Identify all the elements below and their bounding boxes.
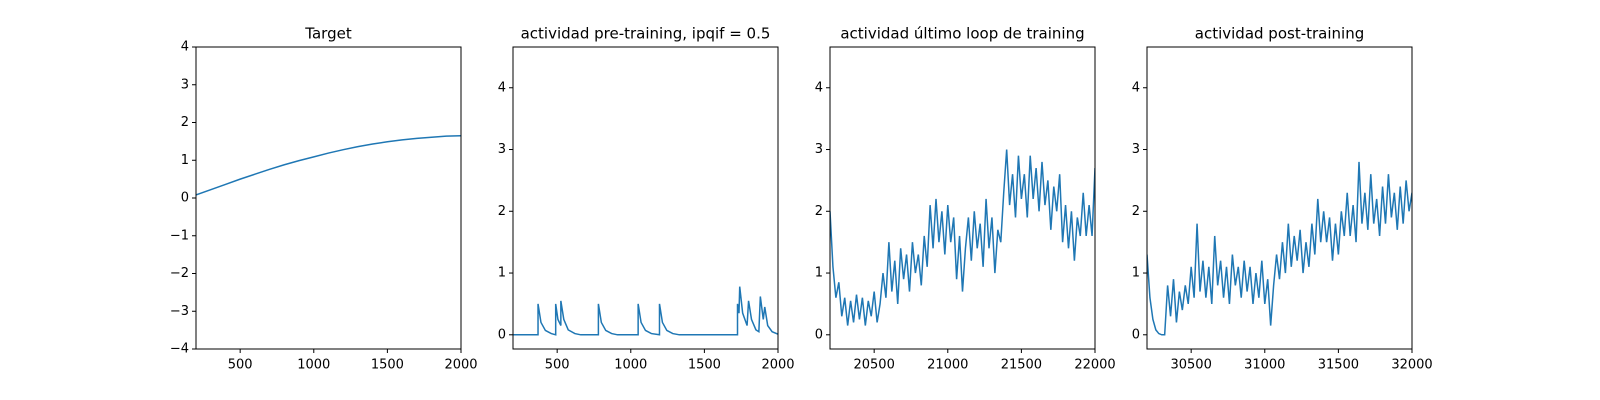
y-tick-label: 4 [498,80,506,95]
y-tick-label: 4 [181,40,189,55]
subplot-title: actividad post-training [1195,25,1364,43]
x-tick-label: 20500 [853,358,894,373]
x-tick-label: 31500 [1318,358,1359,373]
y-tick-label: 2 [1132,204,1140,219]
x-tick-label: 32000 [1391,358,1432,373]
x-tick-label: 1000 [297,358,330,373]
y-tick-label: 3 [1132,142,1140,157]
axes-frame [1146,46,1413,350]
y-tick-label: 3 [815,142,823,157]
y-tick-label: 1 [498,266,506,281]
y-tick-label: 0 [1132,327,1140,342]
axes-frame [512,46,779,350]
y-tick-label: 1 [815,266,823,281]
x-tick-label: 1000 [614,358,647,373]
subplot-title: actividad último loop de training [840,25,1084,43]
data-line [1147,161,1412,336]
y-tick-label: 2 [815,204,823,219]
y-tick-label: 3 [181,77,189,92]
x-tick-label: 21000 [927,358,968,373]
x-tick-label: 2000 [444,358,477,373]
y-tick-label: 3 [498,142,506,157]
y-tick-label: 0 [815,327,823,342]
y-tick-label: −1 [170,228,189,243]
x-tick-label: 1500 [688,358,721,373]
data-line [830,149,1095,326]
x-tick-label: 500 [228,358,253,373]
subplot-title: actividad pre-training, ipqif = 0.5 [521,25,771,43]
data-line [513,286,778,336]
y-tick-label: 4 [815,80,823,95]
y-tick-label: −4 [170,342,189,357]
y-tick-label: 0 [498,327,506,342]
subplot-title: Target [304,25,352,43]
axes-frame [195,46,462,350]
y-tick-label: 4 [1132,80,1140,95]
y-tick-label: −2 [170,266,189,281]
x-tick-label: 31000 [1244,358,1285,373]
x-tick-label: 22000 [1074,358,1115,373]
x-tick-label: 21500 [1001,358,1042,373]
y-tick-label: 0 [181,191,189,206]
x-tick-label: 500 [545,358,570,373]
y-tick-label: 2 [181,115,189,130]
y-tick-label: 1 [181,153,189,168]
x-tick-label: 2000 [761,358,794,373]
data-line [196,134,461,196]
x-tick-label: 1500 [371,358,404,373]
y-tick-label: 1 [1132,266,1140,281]
axes-frame [829,46,1096,350]
y-tick-label: −3 [170,304,189,319]
y-tick-label: 2 [498,204,506,219]
x-tick-label: 30500 [1170,358,1211,373]
